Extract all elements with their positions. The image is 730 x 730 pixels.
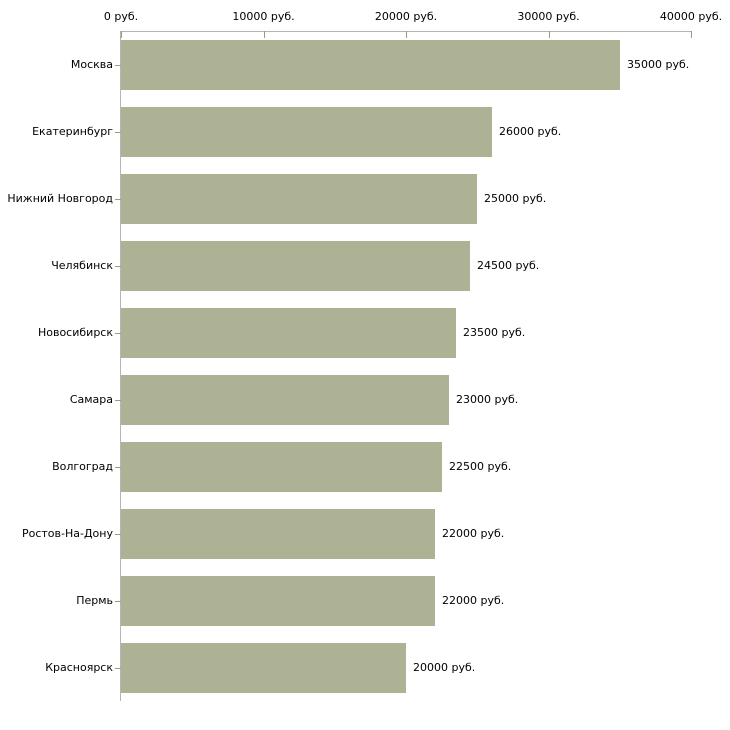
y-axis-category-label: Пермь [76,594,113,607]
y-axis-tick [115,400,121,401]
y-axis-tick [115,668,121,669]
bar-value-label: 22500 руб. [449,460,512,473]
x-axis-tick [263,31,265,38]
x-axis-tick [121,31,122,38]
y-axis-category-label: Нижний Новгород [7,192,113,205]
y-axis-category-label: Ростов-На-Дону [21,527,113,540]
x-axis-tick-label: 20000 руб. [374,10,438,23]
y-axis-tick [115,199,121,200]
x-axis-tick [406,31,407,38]
bar[interactable] [121,241,470,291]
bar-value-label: 24500 руб. [477,259,540,272]
y-axis-category-label: Волгоград [52,460,113,473]
bar[interactable] [121,442,442,492]
bar[interactable] [121,643,406,693]
x-axis-tick [548,31,550,38]
bar-value-label: 22000 руб. [442,594,505,607]
y-axis-line [120,31,121,701]
y-axis-tick [115,132,121,133]
bar[interactable] [121,509,435,559]
bar-value-label: 35000 руб. [627,58,690,71]
bar[interactable] [121,576,435,626]
bar[interactable] [121,40,620,90]
bar[interactable] [121,174,477,224]
y-axis-tick [115,534,121,535]
y-axis-tick [115,601,121,602]
y-axis-category-label: Екатеринбург [32,125,113,138]
bar-value-label: 26000 руб. [499,125,562,138]
y-axis-category-label: Самара [69,393,113,406]
y-axis-category-label: Новосибирск [37,326,113,339]
bar[interactable] [121,308,456,358]
bar[interactable] [121,107,492,157]
bar-value-label: 22000 руб. [442,527,505,540]
y-axis-category-label: Москва [70,58,113,71]
y-axis-category-label: Красноярск [45,661,113,674]
x-axis-tick-label: 10000 руб. [232,10,295,23]
bar-value-label: 23500 руб. [463,326,526,339]
y-axis-tick [115,65,121,66]
bar[interactable] [121,375,449,425]
bar-value-label: 23000 руб. [456,393,519,406]
bar-value-label: 20000 руб. [413,661,476,674]
x-axis-tick-label: 30000 руб. [517,10,580,23]
bar-value-label: 25000 руб. [484,192,547,205]
y-axis-tick [115,333,121,334]
y-axis-category-label: Челябинск [51,259,113,272]
x-axis-tick-label: 0 руб. [103,10,139,23]
y-axis-tick [115,467,121,468]
y-axis-tick [115,266,121,267]
x-axis-tick-label: 40000 руб. [659,10,723,23]
x-axis-tick [691,31,692,38]
